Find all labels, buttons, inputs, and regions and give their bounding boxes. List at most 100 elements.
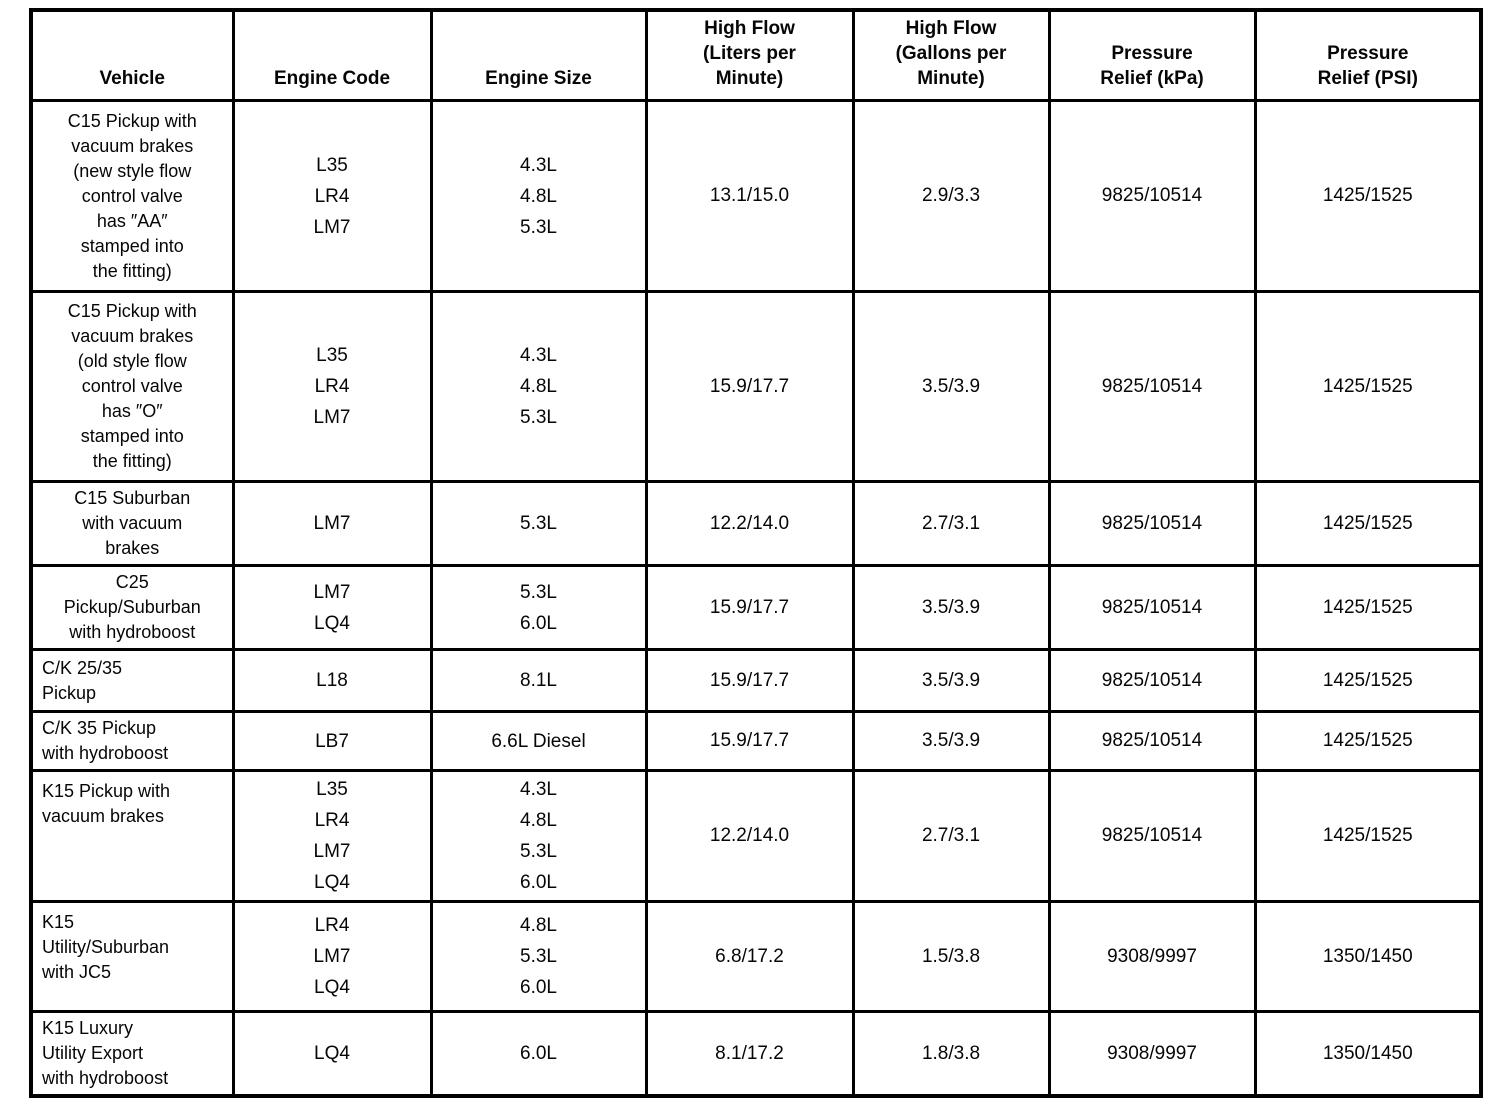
- vehicle-name-line: C25: [115, 572, 149, 592]
- cell-vehicle: C15 Pickup with vacuum brakes (new style f…: [29, 99, 235, 293]
- engine-size: 4.3L: [520, 345, 557, 366]
- engine-code: LR4: [314, 915, 350, 936]
- cell-engine-size: 8.1L: [429, 648, 648, 713]
- column-header-line: High Flow: [704, 18, 795, 39]
- column-header-line: (Liters per: [703, 43, 796, 64]
- cell-engine-size: 6.0L: [429, 1010, 648, 1098]
- cell-pressure-relief-kpa: 9308/9997: [1047, 900, 1257, 1013]
- vehicle-name-line: C/K 25/35: [42, 657, 123, 678]
- cell-high-flow-gpm: 2.9/3.3: [851, 99, 1051, 293]
- cell-high-flow-lpm: 6.8/17.2: [644, 900, 855, 1013]
- cell-pressure-relief-psi: 1425/1525: [1253, 710, 1483, 772]
- vehicle-name-line: control valve: [81, 376, 183, 396]
- cell-pressure-relief-kpa: 9825/10514: [1047, 769, 1257, 903]
- cell-engine-size: 4.3L 4.8L 5.3L: [429, 99, 648, 293]
- vehicle-name-line: Pickup/Suburban: [63, 597, 201, 617]
- engine-size: 4.3L: [520, 779, 557, 800]
- cell-pressure-relief-kpa: 9308/9997: [1047, 1010, 1257, 1098]
- column-header-line: Pressure: [1327, 43, 1409, 64]
- cell-engine-code: L18: [231, 648, 433, 713]
- engine-code: LM7: [313, 513, 351, 534]
- cell-pressure-relief-psi: 1425/1525: [1253, 480, 1483, 567]
- cell-high-flow-lpm: 15.9/17.7: [644, 564, 855, 651]
- engine-code: L35: [316, 345, 348, 366]
- vehicle-name-line: control valve: [81, 185, 183, 206]
- vehicle-name-line: C15 Pickup with: [67, 301, 197, 321]
- cell-engine-code: LQ4: [231, 1010, 433, 1098]
- cell-high-flow-gpm: 2.7/3.1: [851, 480, 1051, 567]
- engine-code: LB7: [315, 730, 349, 752]
- engine-size: 5.3L: [520, 513, 557, 534]
- power-steering-flow-rate-table: Vehicle Engine Code Engine Size High Flow (L…: [29, 8, 1483, 1098]
- cell-high-flow-lpm: 12.2/14.0: [644, 769, 855, 903]
- vehicle-name-line: (old style flow: [77, 351, 187, 371]
- cell-high-flow-gpm: 3.5/3.9: [851, 564, 1051, 651]
- cell-engine-code: L35 LR4 LM7: [231, 290, 433, 483]
- engine-code: LR4: [314, 810, 350, 831]
- vehicle-name-line: has ″AA″: [96, 210, 168, 231]
- cell-engine-code: LB7: [231, 710, 433, 772]
- engine-size: 5.3L: [520, 407, 557, 428]
- column-header-engine-size: Engine Size: [429, 8, 648, 102]
- column-header-line: Pressure: [1111, 43, 1193, 64]
- table-row: C/K 35 Pickup with hydroboost LB7 6.6L Dies…: [29, 710, 1483, 772]
- vehicle-name-line: vacuum brakes: [42, 806, 165, 826]
- vehicle-name-line: Utility Export: [42, 1043, 144, 1063]
- table-row: C15 Suburban with vacuum brakes LM7 5.3L 12.2…: [29, 480, 1483, 567]
- cell-engine-size: 5.3L 6.0L: [429, 564, 648, 651]
- engine-code: LQ4: [314, 612, 350, 634]
- column-header-high-flow-lpm: High Flow (Liters per Minute): [644, 8, 855, 102]
- table-row: K15 Utility/Suburban with JC5 LR4 LM7 LQ4 4.8L…: [29, 900, 1483, 1013]
- cell-high-flow-gpm: 1.5/3.8: [851, 900, 1051, 1013]
- vehicle-name-line: stamped into: [80, 426, 184, 446]
- cell-pressure-relief-kpa: 9825/10514: [1047, 290, 1257, 483]
- table-row: K15 Luxury Utility Export with hydroboost L…: [29, 1010, 1483, 1098]
- cell-high-flow-gpm: 1.8/3.8: [851, 1010, 1051, 1098]
- vehicle-name-line: C15 Pickup with: [67, 110, 197, 131]
- cell-vehicle: C15 Pickup with vacuum brakes (old style f…: [29, 290, 235, 483]
- engine-size: 8.1L: [520, 670, 557, 691]
- column-header-engine-code: Engine Code: [231, 8, 433, 102]
- cell-vehicle: C/K 35 Pickup with hydroboost: [29, 710, 235, 772]
- cell-high-flow-gpm: 3.5/3.9: [851, 710, 1051, 772]
- vehicle-name-line: brakes: [105, 538, 160, 558]
- engine-code: L35: [316, 779, 348, 800]
- cell-pressure-relief-psi: 1350/1450: [1253, 1010, 1483, 1098]
- cell-pressure-relief-psi: 1425/1525: [1253, 564, 1483, 651]
- cell-vehicle: K15 Utility/Suburban with JC5: [29, 900, 235, 1013]
- table-row: C15 Pickup with vacuum brakes (old style f…: [29, 290, 1483, 483]
- cell-high-flow-lpm: 12.2/14.0: [644, 480, 855, 567]
- table-row: C25 Pickup/Suburban with hydroboost LM7 LQ4 5…: [29, 564, 1483, 651]
- column-header-line: Engine Size: [485, 68, 592, 89]
- cell-engine-size: 4.3L 4.8L 5.3L: [429, 290, 648, 483]
- cell-pressure-relief-kpa: 9825/10514: [1047, 99, 1257, 293]
- cell-engine-size: 5.3L: [429, 480, 648, 567]
- column-header-line: High Flow: [905, 18, 997, 39]
- vehicle-name-line: with hydroboost: [42, 1068, 169, 1088]
- vehicle-name-line: stamped into: [80, 235, 184, 256]
- column-header-line: Minute): [715, 68, 784, 89]
- cell-vehicle: K15 Luxury Utility Export with hydroboost: [29, 1010, 235, 1098]
- vehicle-name-line: vacuum brakes: [71, 326, 194, 346]
- vehicle-name-line: with hydroboost: [69, 622, 196, 642]
- engine-code: LQ4: [314, 1043, 350, 1064]
- engine-size: 4.8L: [520, 376, 557, 397]
- cell-vehicle: C15 Suburban with vacuum brakes: [29, 480, 235, 567]
- engine-code: LM7: [313, 841, 351, 862]
- engine-code: LM7: [313, 581, 351, 603]
- cell-engine-size: 4.3L 4.8L 5.3L 6.0L: [429, 769, 648, 903]
- cell-pressure-relief-psi: 1425/1525: [1253, 769, 1483, 903]
- cell-pressure-relief-psi: 1425/1525: [1253, 648, 1483, 713]
- engine-code: LQ4: [314, 977, 350, 998]
- column-header-line: Relief (kPa): [1100, 68, 1204, 89]
- engine-size: 4.3L: [520, 154, 557, 176]
- vehicle-name-line: C/K 35 Pickup: [42, 718, 157, 738]
- table-row: K15 Pickup with vacuum brakes L35 LR4 LM7 LQ4…: [29, 769, 1483, 903]
- engine-size: 6.0L: [520, 977, 557, 998]
- column-header-vehicle: Vehicle: [29, 8, 235, 102]
- cell-pressure-relief-psi: 1350/1450: [1253, 900, 1483, 1013]
- engine-size: 4.8L: [520, 185, 557, 207]
- engine-code: LQ4: [314, 872, 350, 893]
- vehicle-name-line: vacuum brakes: [71, 135, 194, 156]
- engine-code: LR4: [314, 376, 350, 397]
